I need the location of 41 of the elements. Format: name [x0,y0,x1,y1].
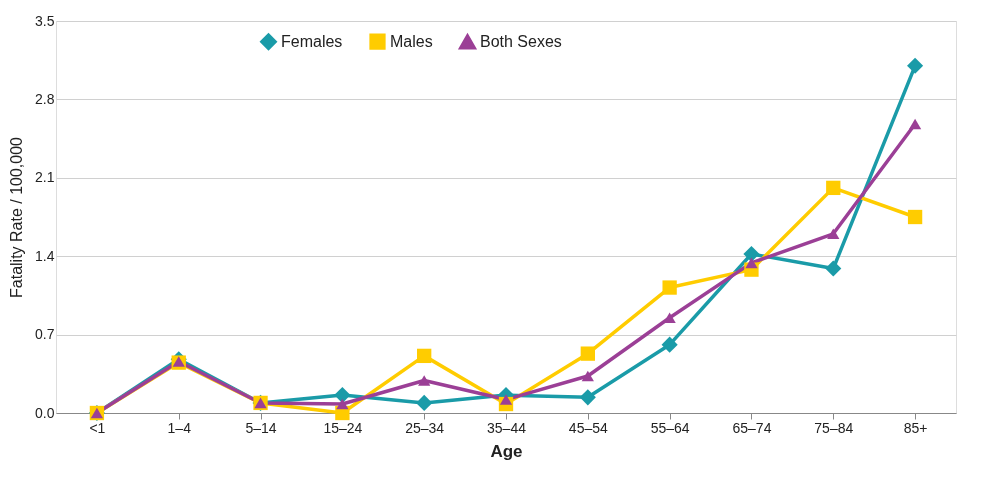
point [581,370,594,382]
point [743,245,760,263]
point [662,280,677,295]
legend-label: Both Sexes [480,33,562,51]
point [417,348,432,364]
x-tick-label: 75–84 [814,419,854,436]
x-tick-label: 25–34 [405,419,445,436]
point [579,389,596,406]
x-tick-label: 35–44 [487,419,527,436]
point [418,375,431,386]
x-tick-label: 15–24 [323,419,363,436]
point [745,257,758,269]
point [908,118,922,130]
x-tick-label: 85+ [903,419,928,436]
y-tick-label: 1.4 [35,247,55,264]
y-tick-label: 2.8 [35,90,55,107]
point [336,398,349,410]
y-tick-label: 2.1 [35,169,55,186]
point [580,346,595,361]
legend-label: Males [390,32,433,50]
point [825,260,842,277]
x-tick-label: 5–14 [245,419,277,436]
point [416,394,433,411]
x-tick-label: 45–54 [568,419,608,436]
point [826,180,841,196]
point [499,394,513,405]
point [907,57,924,74]
y-axis-title: Fatality Rate / 100,000 [8,136,26,298]
legend-label: Females [281,32,343,50]
y-tick-label: 0.7 [35,326,55,343]
y-tick-label: 3.5 [35,12,55,29]
x-tick-label: 55–64 [650,419,690,436]
point [334,387,351,404]
x-tick-label: 65–74 [732,419,772,436]
y-tick-label: 0.0 [35,404,55,421]
point [907,209,923,225]
x-axis-title: Age [490,441,523,461]
x-tick-label: 1–4 [167,419,192,436]
x-tick-label: <1 [89,419,106,436]
point [661,336,678,353]
point [827,228,840,240]
